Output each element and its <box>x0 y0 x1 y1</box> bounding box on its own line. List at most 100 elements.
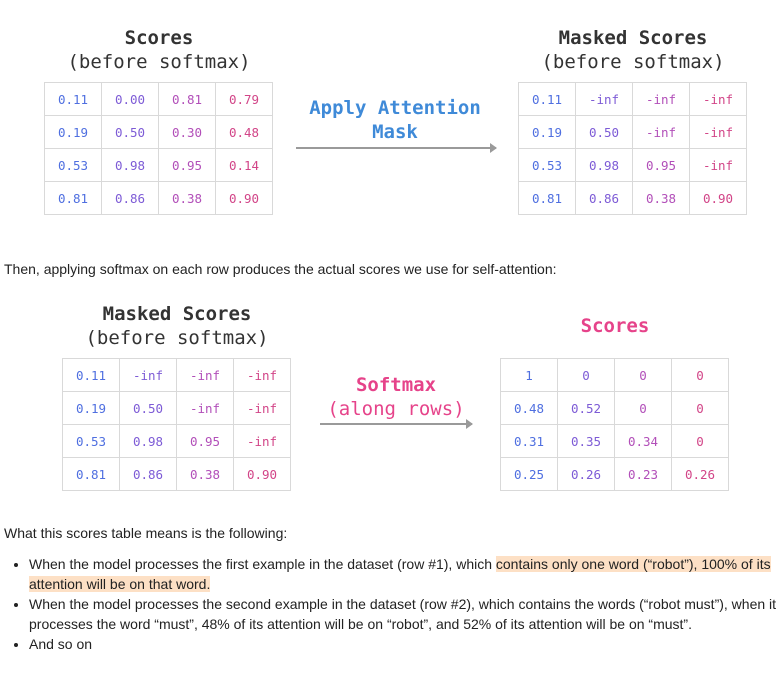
table-cell: -inf <box>575 82 633 116</box>
table-cell: 0.35 <box>557 424 615 458</box>
apply-attention-mask-label: Apply Attention Mask <box>290 96 500 144</box>
table-cell: 0.50 <box>101 115 159 149</box>
table-cell: 0 <box>671 391 729 425</box>
table-cell: 0.52 <box>557 391 615 425</box>
table-cell: 0.95 <box>158 148 216 182</box>
table-cell: 0.90 <box>689 181 747 215</box>
final-scores-title: Scores <box>500 314 730 338</box>
table-cell: 0 <box>671 424 729 458</box>
table-cell: 0.38 <box>632 181 690 215</box>
table-row: 0.19 0.50 0.30 0.48 <box>44 115 273 149</box>
arrow-label-line1: Apply Attention <box>309 97 481 119</box>
table-cell: 0.00 <box>101 82 159 116</box>
list-item-row2: When the model processes the second exam… <box>29 594 784 634</box>
table-cell: 0 <box>557 358 615 392</box>
masked-scores-title: Masked Scores (before softmax) <box>518 26 748 74</box>
table-cell: 0.86 <box>119 457 177 491</box>
scores-table: 0.11 0.00 0.81 0.79 0.19 0.50 0.30 0.48 0.53 0.98… <box>44 82 273 215</box>
table-row: 0.48 0.52 0 0 <box>500 391 729 425</box>
explanation-list: When the model processes the first examp… <box>0 554 784 654</box>
table-cell: 0.19 <box>518 115 576 149</box>
table-cell: -inf <box>233 358 291 392</box>
table-row: 0.31 0.35 0.34 0 <box>500 424 729 458</box>
table-cell: 0.34 <box>614 424 672 458</box>
list-item-row1: When the model processes the first examp… <box>29 554 784 594</box>
table-row: 0.11 -inf -inf -inf <box>62 358 291 392</box>
table-cell: 0.26 <box>557 457 615 491</box>
table-cell: 0.50 <box>119 391 177 425</box>
final-scores-table: 1 0 0 0 0.48 0.52 0 0 0.31 0.35 0.34 0 0.25 0.26 0.23 0… <box>500 358 729 491</box>
table-row: 0.11 -inf -inf -inf <box>518 82 747 116</box>
table-cell: 0.53 <box>44 148 102 182</box>
table-cell: 0.11 <box>518 82 576 116</box>
table-row: 0.81 0.86 0.38 0.90 <box>44 181 273 215</box>
table-cell: -inf <box>632 82 690 116</box>
table-cell: 0.48 <box>215 115 273 149</box>
masked-scores-bottom-line1: Masked Scores <box>102 303 252 325</box>
final-scores-title-line1: Scores <box>580 315 650 337</box>
table-cell: 0.86 <box>575 181 633 215</box>
table-cell: 0.26 <box>671 457 729 491</box>
softmax-label: Softmax (along rows) <box>296 373 496 421</box>
softmax-label-line1: Softmax <box>355 374 437 396</box>
table-cell: -inf <box>233 391 291 425</box>
table-row: 0.11 0.00 0.81 0.79 <box>44 82 273 116</box>
softmax-intro-paragraph: Then, applying softmax on each row produ… <box>4 261 557 277</box>
list-item-and-so-on: And so on <box>29 634 784 654</box>
table-cell: 0.79 <box>215 82 273 116</box>
table-cell: 0.98 <box>101 148 159 182</box>
masked-scores-bottom-line2: (before softmax) <box>85 327 269 349</box>
table-cell: 0.50 <box>575 115 633 149</box>
table-cell: 0.81 <box>62 457 120 491</box>
table-cell: 0.98 <box>119 424 177 458</box>
table-cell: -inf <box>233 424 291 458</box>
table-row: 0.53 0.98 0.95 -inf <box>62 424 291 458</box>
table-row: 0.81 0.86 0.38 0.90 <box>62 457 291 491</box>
table-cell: 0.81 <box>518 181 576 215</box>
table-cell: 0.95 <box>176 424 234 458</box>
table-cell: 0.48 <box>500 391 558 425</box>
table-cell: 0.14 <box>215 148 273 182</box>
table-row: 0.53 0.98 0.95 0.14 <box>44 148 273 182</box>
table-cell: 0.11 <box>44 82 102 116</box>
table-cell: 0 <box>614 391 672 425</box>
table-row: 0.19 0.50 -inf -inf <box>518 115 747 149</box>
masked-scores-table-bottom: 0.11 -inf -inf -inf 0.19 0.50 -inf -inf 0.53 0.98… <box>62 358 291 491</box>
table-cell: -inf <box>176 391 234 425</box>
table-cell: 0.19 <box>62 391 120 425</box>
table-cell: 0.30 <box>158 115 216 149</box>
arrow-label-line2: Mask <box>372 121 418 143</box>
table-cell: 0 <box>671 358 729 392</box>
table-cell: 0.23 <box>614 457 672 491</box>
scores-title-line2: (before softmax) <box>67 51 251 73</box>
table-cell: 0.81 <box>158 82 216 116</box>
table-row: 0.25 0.26 0.23 0.26 <box>500 457 729 491</box>
table-cell: -inf <box>689 148 747 182</box>
table-cell: 0.95 <box>632 148 690 182</box>
table-cell: -inf <box>632 115 690 149</box>
masked-scores-table: 0.11 -inf -inf -inf 0.19 0.50 -inf -inf 0.53 0.98… <box>518 82 747 215</box>
table-cell: 0.38 <box>158 181 216 215</box>
masked-scores-title-bottom: Masked Scores (before softmax) <box>62 302 292 350</box>
table-cell: 0.86 <box>101 181 159 215</box>
scores-title: Scores (before softmax) <box>44 26 274 74</box>
table-cell: 0.90 <box>233 457 291 491</box>
table-row: 0.19 0.50 -inf -inf <box>62 391 291 425</box>
table-cell: -inf <box>119 358 177 392</box>
table-cell: 0.53 <box>518 148 576 182</box>
masked-scores-title-line1: Masked Scores <box>558 27 708 49</box>
table-row: 0.53 0.98 0.95 -inf <box>518 148 747 182</box>
explanation-paragraph: What this scores table means is the foll… <box>4 525 288 541</box>
table-cell: -inf <box>176 358 234 392</box>
table-cell: 0.53 <box>62 424 120 458</box>
table-cell: 0.90 <box>215 181 273 215</box>
scores-title-line1: Scores <box>124 27 194 49</box>
table-cell: 0.81 <box>44 181 102 215</box>
table-cell: 0.19 <box>44 115 102 149</box>
table-cell: -inf <box>689 115 747 149</box>
right-arrow-icon-bottom <box>320 419 473 429</box>
softmax-label-line2: (along rows) <box>327 398 465 420</box>
table-cell: -inf <box>689 82 747 116</box>
table-cell: 0 <box>614 358 672 392</box>
